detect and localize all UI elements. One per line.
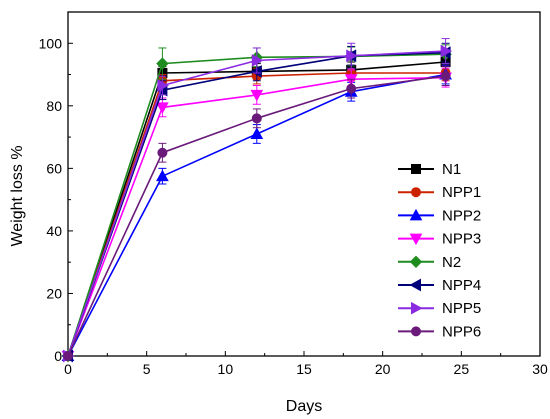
data-point (251, 113, 262, 124)
legend-label: NPP4 (442, 277, 481, 294)
legend-marker (411, 164, 421, 174)
data-point (440, 71, 451, 82)
y-tick-label: 80 (46, 98, 62, 114)
legend-item-npp4: NPP4 (398, 277, 481, 294)
legend-marker (411, 326, 421, 337)
data-point (156, 57, 169, 70)
x-tick-label: 25 (454, 361, 470, 377)
data-point (157, 79, 169, 92)
legend-item-npp1: NPP1 (398, 184, 481, 201)
legend-label: NPP2 (442, 207, 481, 224)
data-point (250, 89, 264, 102)
y-tick-label: 20 (46, 285, 62, 301)
ticks: 0 5 10 15 20 25 30 0 20 40 60 80 100 (39, 35, 548, 377)
data-point (63, 351, 73, 361)
series-npp6 (63, 66, 451, 361)
x-tick-label: 20 (375, 361, 391, 377)
series-npp5 (63, 38, 453, 363)
data-point (156, 169, 169, 182)
legend: N1 NPP1 NPP2 NPP3 N2 NPP4 NPP5 NPP6 (398, 161, 481, 340)
x-tick-label: 5 (143, 361, 151, 377)
legend-marker (409, 278, 421, 292)
y-tick-label: 40 (46, 223, 62, 239)
legend-label: NPP6 (442, 323, 481, 340)
legend-item-npp2: NPP2 (398, 207, 481, 224)
x-axis-title: Days (286, 398, 322, 415)
data-point (251, 54, 264, 67)
data-point (250, 127, 264, 139)
legend-item-npp6: NPP6 (398, 323, 481, 340)
y-tick-label: 60 (46, 160, 62, 176)
x-tick-label: 0 (64, 361, 72, 377)
data-point (157, 147, 168, 158)
legend-item-npp5: NPP5 (398, 300, 481, 317)
x-tick-label: 15 (296, 361, 312, 377)
legend-marker (411, 301, 423, 315)
y-axis-title: Weight loss % (9, 145, 26, 246)
legend-label: N1 (442, 161, 461, 178)
legend-label: NPP5 (442, 300, 481, 317)
x-tick-label: 30 (532, 361, 548, 377)
y-tick-label: 100 (39, 35, 63, 51)
legend-marker (409, 208, 423, 221)
y-tick-label: 0 (54, 348, 62, 364)
legend-marker (409, 233, 423, 246)
legend-label: NPP3 (442, 231, 481, 248)
data-point (440, 44, 453, 58)
legend-item-npp3: NPP3 (398, 231, 481, 248)
data-point (346, 49, 358, 63)
data-point (156, 102, 169, 114)
legend-label: N2 (442, 254, 461, 271)
x-tick-label: 10 (218, 361, 234, 377)
legend-marker (409, 255, 423, 269)
legend-item-n2: N2 (398, 254, 461, 271)
legend-item-n1: N1 (398, 161, 461, 178)
series-layer (61, 38, 453, 363)
legend-label: NPP1 (442, 184, 481, 201)
legend-marker (411, 187, 421, 198)
data-point (346, 83, 357, 94)
